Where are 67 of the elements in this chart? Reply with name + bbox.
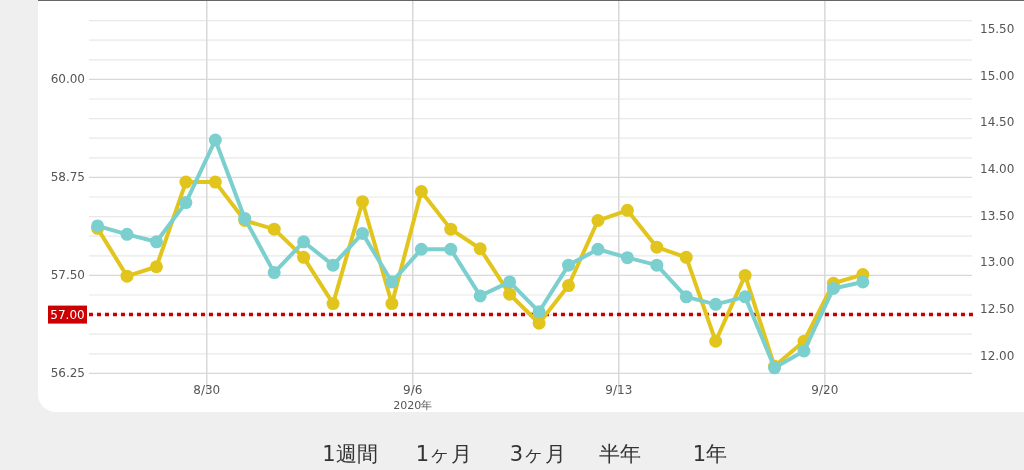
text: 1ヶ月 xyxy=(415,442,473,466)
point xyxy=(709,334,723,348)
point xyxy=(208,133,222,147)
point xyxy=(120,269,134,283)
y2-tick-label: 12.50 xyxy=(980,302,1015,316)
point xyxy=(355,195,369,209)
point xyxy=(267,222,281,236)
x-tick-label: 9/13 xyxy=(605,383,633,397)
y2-tick-label: 14.50 xyxy=(980,115,1015,130)
point xyxy=(826,281,840,295)
point xyxy=(444,222,458,236)
point xyxy=(297,235,311,249)
point xyxy=(149,260,163,274)
point xyxy=(444,242,458,256)
point xyxy=(503,287,517,301)
text: 半年 xyxy=(599,442,641,466)
y-tick-label: 60.00 xyxy=(50,72,85,87)
point xyxy=(120,227,134,241)
point xyxy=(797,344,811,358)
point xyxy=(326,297,340,311)
x-tick-label: 9/20 xyxy=(811,383,839,397)
point xyxy=(532,316,546,330)
point xyxy=(414,242,428,256)
text: 3ヶ月 xyxy=(509,442,567,466)
y2-tick-label: 12.00 xyxy=(980,348,1015,363)
point xyxy=(650,240,664,254)
point xyxy=(562,258,576,272)
point xyxy=(620,203,634,217)
point xyxy=(856,275,870,289)
point xyxy=(297,250,311,264)
point xyxy=(473,242,487,256)
point xyxy=(591,242,605,256)
point xyxy=(385,297,399,311)
point xyxy=(208,175,222,189)
point xyxy=(650,258,664,272)
y-tick-label: 56.25 xyxy=(50,366,85,381)
point xyxy=(179,196,193,210)
point xyxy=(149,235,163,249)
y2-tick-label: 13.50 xyxy=(980,208,1015,223)
y2-tick-label: 15.00 xyxy=(980,68,1015,83)
point xyxy=(414,185,428,199)
y2-tick-label: 13.00 xyxy=(980,255,1015,270)
text: 1週間 xyxy=(322,442,378,466)
point xyxy=(355,226,369,240)
x-tick-label: 8/30 xyxy=(193,383,221,397)
point xyxy=(473,289,487,303)
x-tick-label: 9/6 2020年 xyxy=(393,383,433,412)
y2-tick-label: 15.50 xyxy=(980,22,1015,36)
y-tick-label: 57.50 xyxy=(50,268,85,283)
point xyxy=(385,275,399,289)
point xyxy=(562,279,576,293)
y-tick-label: 58.75 xyxy=(50,170,85,185)
point xyxy=(709,297,723,311)
ref-line-label: 57.00 xyxy=(50,308,85,323)
point xyxy=(267,266,281,280)
text: 1年 xyxy=(692,442,728,466)
y2-tick-label: 14.00 xyxy=(980,162,1015,176)
point xyxy=(532,305,546,319)
point xyxy=(503,275,517,289)
point xyxy=(620,251,634,265)
point xyxy=(738,268,752,282)
point xyxy=(738,290,752,304)
point xyxy=(679,250,693,264)
point xyxy=(679,290,693,304)
point xyxy=(591,214,605,228)
point xyxy=(179,175,193,189)
point xyxy=(326,258,340,272)
